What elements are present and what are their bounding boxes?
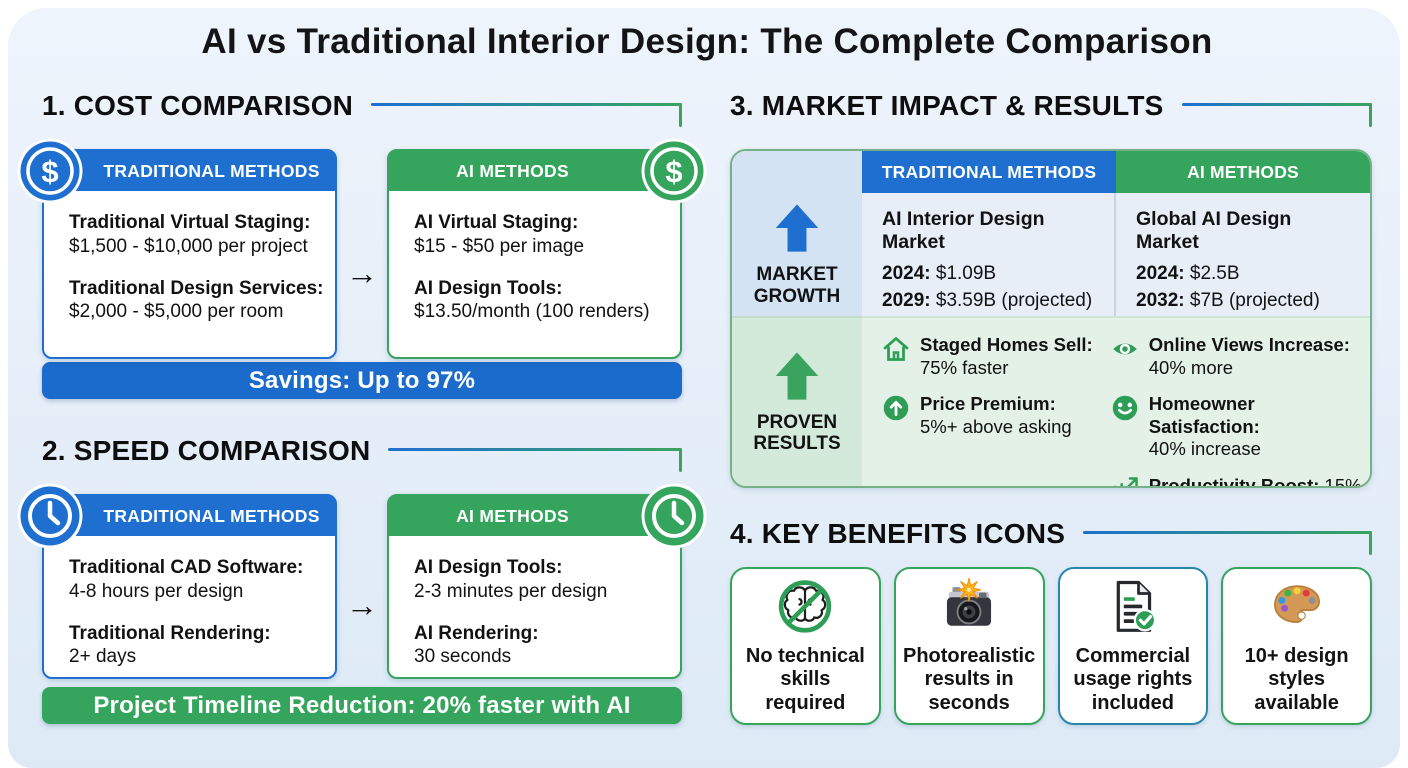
speed-ai-box: AI METHODS AI Design Tools: 2-3 minutes … bbox=[387, 483, 707, 679]
heading-bracket-line bbox=[371, 103, 682, 127]
svg-text:$: $ bbox=[41, 154, 58, 189]
result-item: Staged Homes Sell: 75% faster bbox=[882, 334, 1105, 379]
timeline-banner: Project Timeline Reduction: 20% faster w… bbox=[42, 687, 682, 724]
speed-ai-header: AI METHODS bbox=[389, 496, 680, 536]
speed-traditional-item: Traditional Rendering: 2+ days bbox=[69, 622, 271, 668]
benefit-card: Commercial usage rights included bbox=[1057, 567, 1209, 725]
speed-traditional-box: TRADITIONAL METHODS Traditional CAD Soft… bbox=[17, 483, 337, 679]
cost-traditional-box: $ TRADITIONAL METHODS Traditional Virtua… bbox=[17, 138, 337, 359]
cost-traditional-header: TRADITIONAL METHODS bbox=[44, 151, 335, 191]
document-check-icon bbox=[1116, 580, 1157, 632]
up-arrow-icon bbox=[775, 352, 819, 400]
market-section-heading: 3. MARKET IMPACT & RESULTS bbox=[730, 90, 1372, 127]
gear-arrow-icon bbox=[1114, 477, 1138, 486]
table-corner-cell bbox=[732, 151, 862, 193]
cost-ai-box: $ AI METHODS AI Virtual Staging: $15 - $… bbox=[387, 138, 707, 359]
no-technical-skills-icon bbox=[779, 580, 832, 633]
heading-bracket-line bbox=[1181, 103, 1373, 127]
benefits-cards: No technical skills required bbox=[730, 567, 1372, 725]
column-header-ai: AI METHODS bbox=[1116, 151, 1370, 193]
speed-comparison-row: TRADITIONAL METHODS Traditional CAD Soft… bbox=[17, 483, 707, 679]
page-title: AI vs Traditional Interior Design: The C… bbox=[201, 22, 1213, 61]
growth-stat: 2024: $1.09B bbox=[882, 263, 997, 284]
eye-icon bbox=[1112, 343, 1137, 355]
up-arrow-icon bbox=[775, 204, 819, 252]
cost-comparison-row: $ TRADITIONAL METHODS Traditional Virtua… bbox=[17, 138, 707, 359]
speed-section-heading: 2. SPEED COMPARISON bbox=[42, 435, 682, 472]
cost-section-title: 1. COST COMPARISON bbox=[42, 90, 354, 121]
proven-results-cell: Staged Homes Sell: 75% faster Price Premi… bbox=[862, 316, 1370, 486]
speed-traditional-item: Traditional CAD Software: 4-8 hours per … bbox=[69, 557, 304, 602]
market-impact-table: TRADITIONAL METHODS AI METHODS MARKET GR… bbox=[730, 149, 1372, 488]
growth-stat: 2029: $3.59B (projected) bbox=[882, 290, 1093, 311]
cost-traditional-item: Traditional Virtual Staging: $1,500 - $1… bbox=[69, 212, 311, 257]
speed-traditional-header: TRADITIONAL METHODS bbox=[44, 496, 335, 536]
clock-icon bbox=[17, 483, 83, 549]
savings-banner: Savings: Up to 97% bbox=[42, 362, 682, 399]
speed-section-title: 2. SPEED COMPARISON bbox=[42, 435, 371, 466]
heading-bracket-line bbox=[1083, 531, 1372, 555]
arrow-right-icon: → bbox=[346, 587, 378, 623]
house-icon bbox=[883, 337, 909, 361]
cost-ai-item: AI Virtual Staging: $15 - $50 per image bbox=[414, 212, 585, 257]
growth-stat: 2032: $7B (projected) bbox=[1136, 290, 1320, 311]
growth-ai-cell: Global AI Design Market 2024: $2.5B 2032… bbox=[1116, 193, 1370, 316]
smiley-icon bbox=[1112, 395, 1138, 421]
camera-flash-icon bbox=[947, 577, 992, 626]
benefit-card: 10+ design styles available bbox=[1221, 567, 1372, 725]
arrow-right-icon: → bbox=[346, 254, 378, 291]
benefits-section-title: 4. KEY BENEFITS ICONS bbox=[730, 518, 1066, 549]
palette-icon bbox=[1273, 585, 1320, 623]
cost-traditional-item: Traditional Design Services: $2,000 - $5… bbox=[69, 277, 324, 323]
growth-stat: 2024: $2.5B bbox=[1136, 263, 1240, 284]
result-item: Productivity Boost: 15% bbox=[1111, 475, 1362, 486]
arrow-up-circle-icon bbox=[883, 395, 909, 421]
growth-traditional-cell: AI Interior Design Market 2024: $1.09B 2… bbox=[862, 193, 1116, 316]
dollar-icon: $ bbox=[17, 138, 83, 204]
result-item: Homeowner Satisfaction: 40% increase bbox=[1111, 393, 1362, 461]
benefits-section-heading: 4. KEY BENEFITS ICONS bbox=[730, 518, 1372, 555]
cost-ai-item: AI Design Tools: $13.50/month (100 rende… bbox=[414, 277, 650, 323]
dollar-icon: $ bbox=[641, 138, 707, 204]
cost-ai-header: AI METHODS bbox=[389, 151, 680, 191]
benefit-card: No technical skills required bbox=[730, 567, 881, 725]
cost-section-heading: 1. COST COMPARISON bbox=[42, 90, 682, 127]
speed-ai-item: AI Rendering: 30 seconds bbox=[414, 622, 539, 668]
clock-icon bbox=[641, 483, 707, 549]
proven-results-row-label: PROVEN RESULTS bbox=[732, 316, 862, 486]
market-section-title: 3. MARKET IMPACT & RESULTS bbox=[730, 90, 1164, 121]
market-growth-row-label: MARKET GROWTH bbox=[732, 193, 862, 316]
column-header-traditional: TRADITIONAL METHODS bbox=[862, 151, 1116, 193]
result-item: Online Views Increase: 40% more bbox=[1111, 334, 1362, 379]
result-item: Price Premium: 5%+ above asking bbox=[882, 393, 1105, 438]
speed-ai-item: AI Design Tools: 2-3 minutes per design bbox=[414, 557, 608, 602]
heading-bracket-line bbox=[388, 448, 682, 472]
svg-text:$: $ bbox=[665, 154, 682, 189]
benefit-card: Photorealistic results in seconds bbox=[893, 567, 1045, 725]
